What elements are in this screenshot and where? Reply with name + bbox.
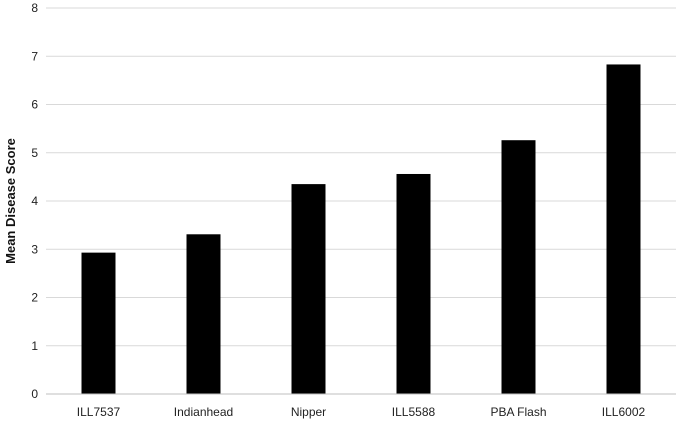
x-tick-label: Indianhead — [174, 405, 233, 419]
y-axis-ticks: 0 1 2 3 4 5 6 7 8 — [31, 1, 38, 401]
y-tick-label: 7 — [31, 49, 38, 63]
x-tick-label: ILL6002 — [602, 405, 646, 419]
bars — [81, 64, 641, 394]
x-tick-label: Nipper — [291, 405, 326, 419]
bar-ill7537 — [81, 252, 116, 394]
bar-nipper — [291, 184, 326, 394]
x-axis-ticks: ILL7537 Indianhead Nipper ILL5588 PBA Flash I… — [77, 405, 646, 419]
y-axis-title: Mean Disease Score — [3, 138, 18, 264]
x-tick-label: ILL7537 — [77, 405, 121, 419]
y-tick-label: 5 — [31, 146, 38, 160]
bar-pba-flash — [501, 140, 536, 394]
bar-indianhead — [186, 234, 221, 394]
x-tick-label: PBA Flash — [490, 405, 546, 419]
x-tick-label: ILL5588 — [392, 405, 436, 419]
gridlines — [46, 7, 676, 347]
y-tick-label: 6 — [31, 98, 38, 112]
y-tick-label: 4 — [31, 194, 38, 208]
bar-ill6002 — [606, 64, 641, 394]
y-tick-label: 8 — [31, 1, 38, 15]
y-tick-label: 3 — [31, 242, 38, 256]
y-tick-label: 1 — [31, 339, 38, 353]
y-tick-label: 2 — [31, 291, 38, 305]
bar-ill5588 — [396, 173, 431, 394]
y-tick-label: 0 — [31, 387, 38, 401]
